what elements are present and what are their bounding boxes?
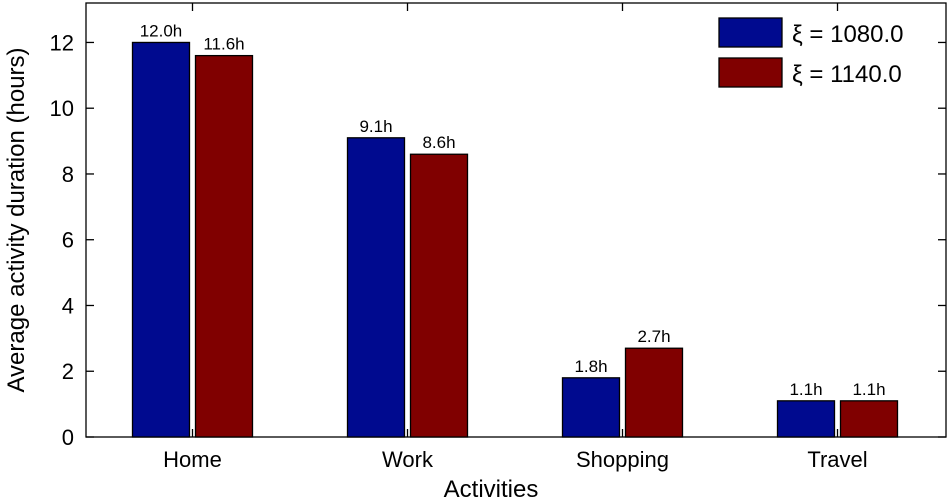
data-label: 1.1h bbox=[852, 380, 885, 399]
bar bbox=[561, 377, 621, 438]
legend-label: ξ = 1140.0 bbox=[792, 61, 902, 88]
y-tick-label: 6 bbox=[62, 228, 74, 253]
legend-swatch bbox=[718, 57, 783, 88]
y-tick-label: 4 bbox=[62, 293, 74, 318]
bar bbox=[346, 137, 406, 438]
data-label: 1.8h bbox=[574, 357, 607, 376]
bars bbox=[131, 41, 899, 438]
data-labels: 12.0h 11.6h 9.1h 8.6h 1.8h 2.7h 1.1h 1.1h bbox=[140, 21, 886, 398]
legend-label: ξ = 1080.0 bbox=[792, 21, 904, 48]
data-label: 8.6h bbox=[422, 133, 455, 152]
bar bbox=[131, 41, 191, 438]
data-label: 9.1h bbox=[359, 117, 392, 136]
bar bbox=[624, 347, 684, 438]
y-tick-label: 12 bbox=[50, 30, 74, 55]
bar bbox=[409, 153, 469, 438]
data-label: 2.7h bbox=[637, 327, 670, 346]
data-label: 11.6h bbox=[203, 35, 244, 54]
y-tick-label: 2 bbox=[62, 359, 74, 384]
legend-swatch bbox=[718, 17, 783, 48]
y-tick-label: 8 bbox=[62, 162, 74, 187]
data-label: 1.1h bbox=[789, 380, 822, 399]
x-axis: Home Work Shopping Travel bbox=[163, 3, 868, 472]
y-tick-label: 0 bbox=[62, 425, 74, 450]
y-axis: 0 2 4 6 8 10 12 bbox=[50, 30, 946, 450]
x-tick-label: Travel bbox=[807, 447, 867, 472]
x-tick-label: Work bbox=[382, 447, 434, 472]
bar bbox=[776, 400, 836, 438]
x-tick-label: Home bbox=[163, 447, 222, 472]
plot-frame bbox=[85, 2, 947, 438]
x-axis-title: Activities bbox=[444, 476, 539, 501]
bar bbox=[839, 400, 899, 438]
y-tick-label: 10 bbox=[50, 96, 74, 121]
x-tick-label: Shopping bbox=[576, 447, 669, 472]
y-axis-title: Average activity duration (hours) bbox=[3, 47, 30, 392]
data-label: 12.0h bbox=[140, 21, 183, 40]
bar bbox=[194, 54, 254, 438]
plot-area bbox=[85, 2, 947, 438]
legend: ξ = 1080.0 ξ = 1140.0 bbox=[718, 17, 904, 88]
